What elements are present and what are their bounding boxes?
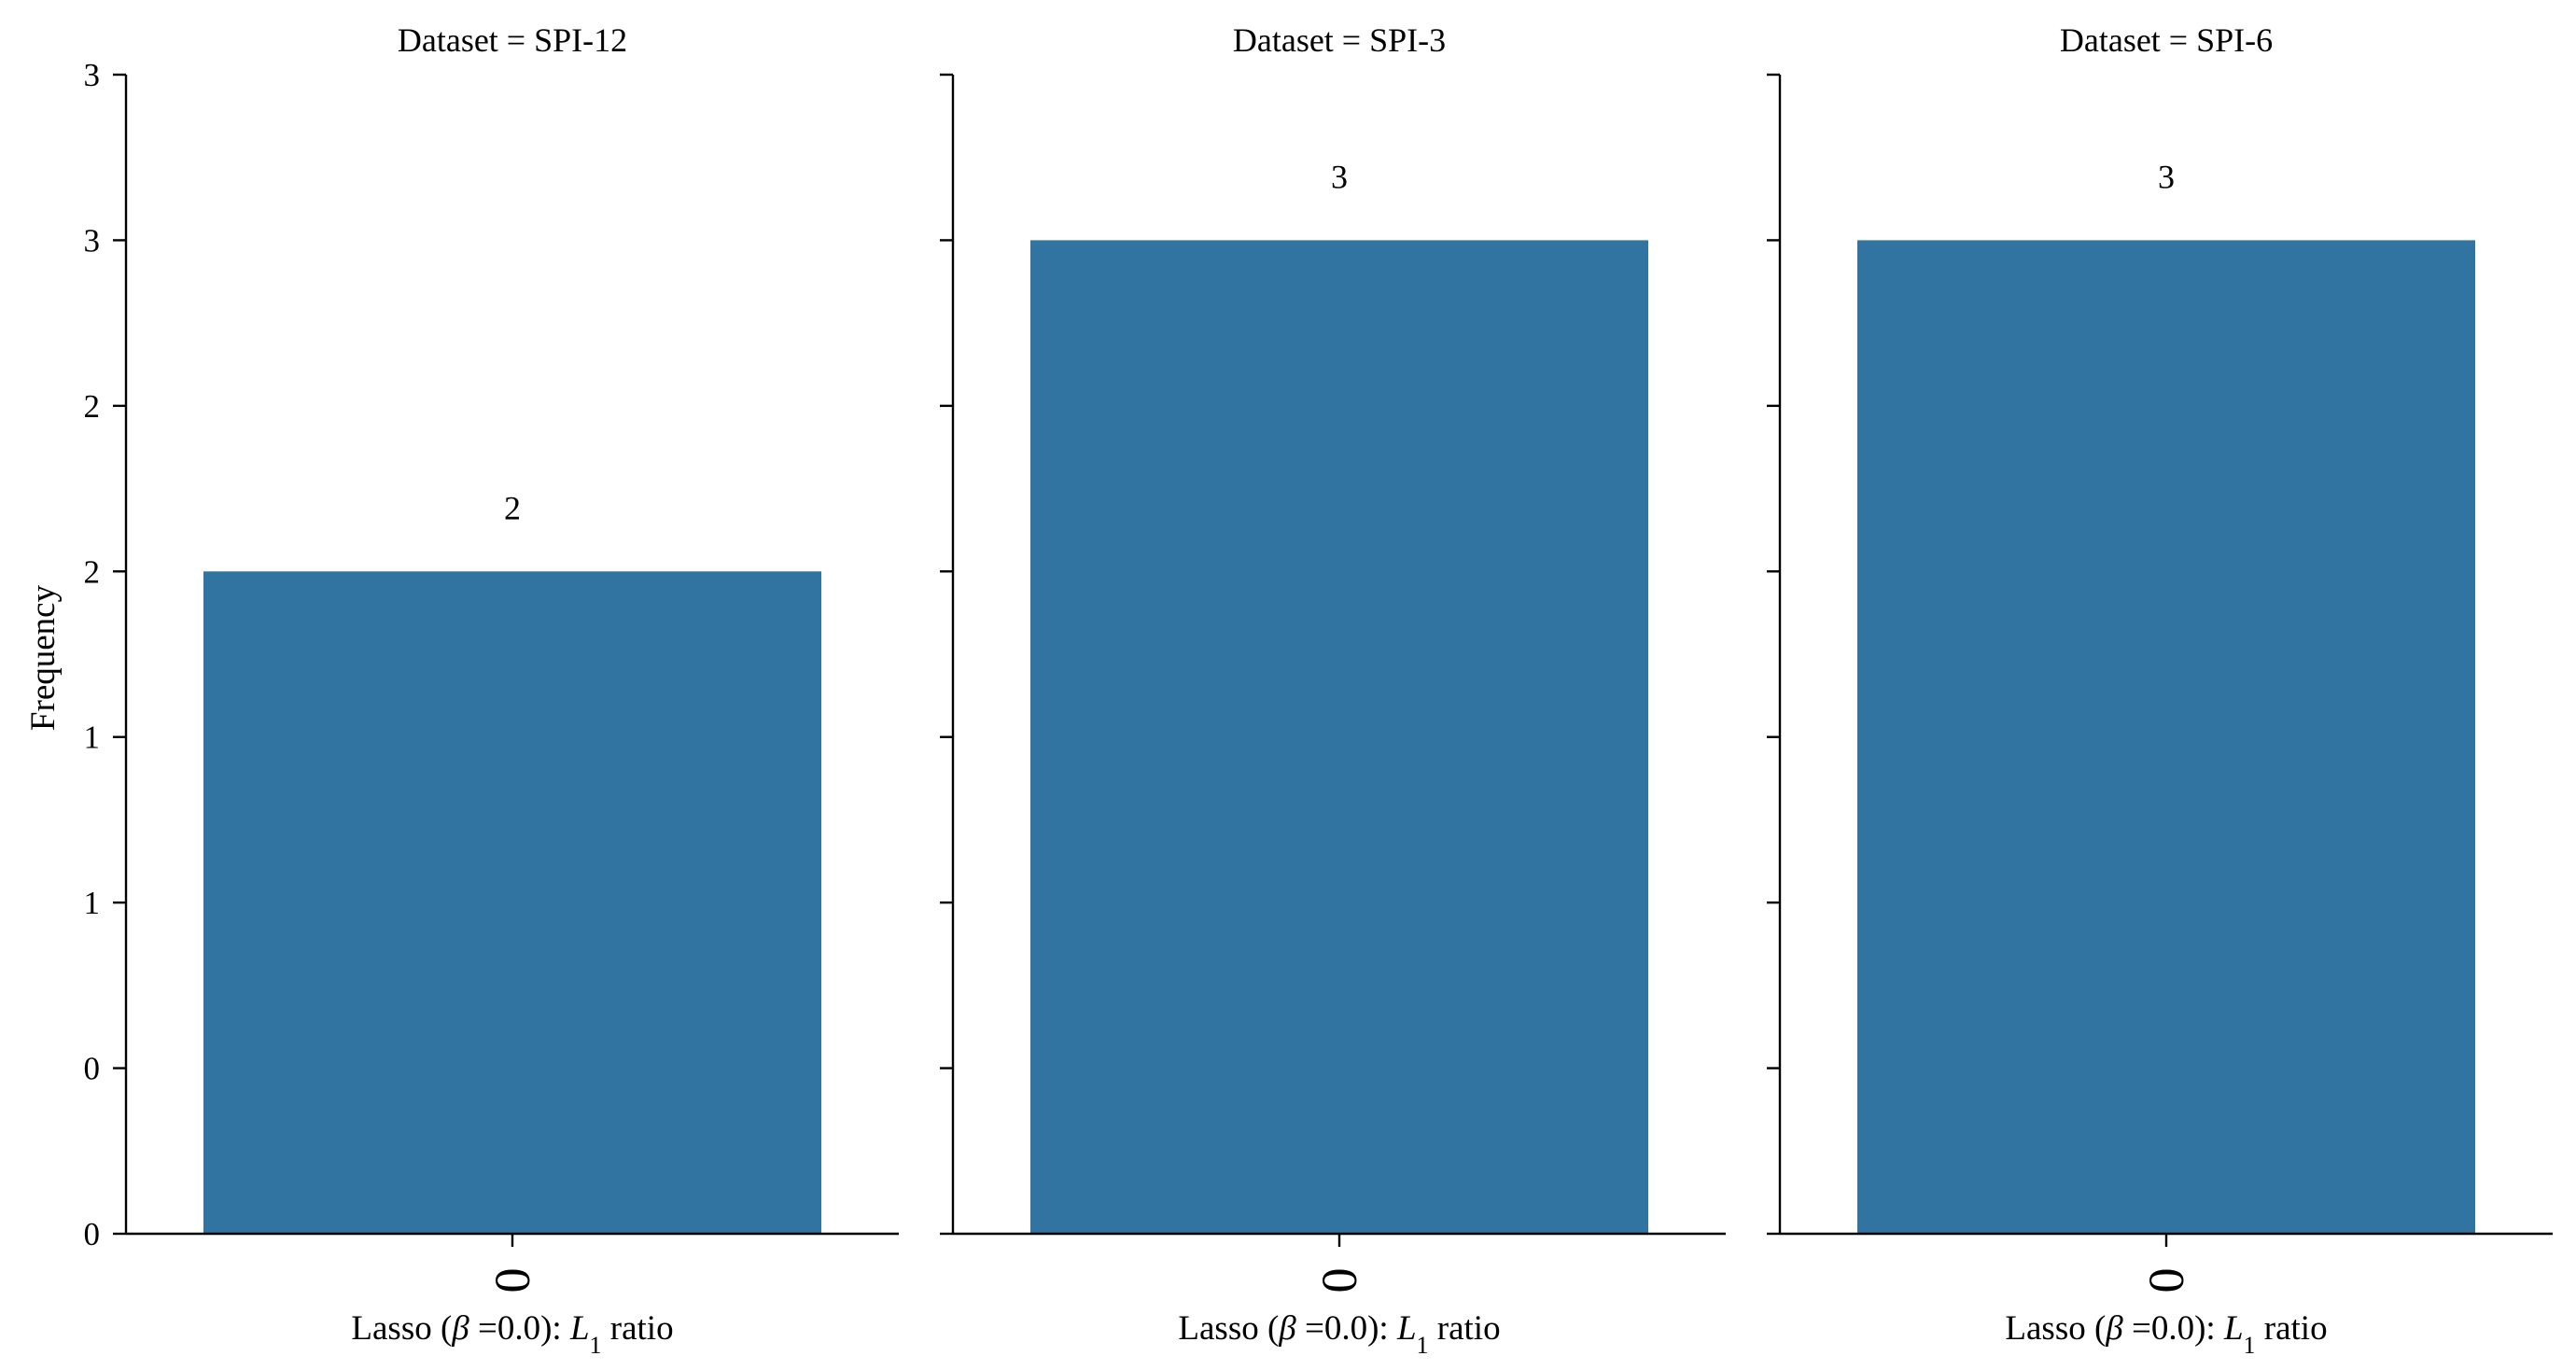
y-tick-label: 3 xyxy=(84,222,101,259)
x-tick-label: 0 xyxy=(484,1268,540,1293)
x-label-text: ratio xyxy=(2256,1309,2328,1348)
x-label-subscript: 1 xyxy=(2244,1332,2256,1359)
x-label-l: L xyxy=(1396,1309,1417,1348)
y-tick-label: 1 xyxy=(84,720,101,756)
bar xyxy=(1857,240,2475,1234)
panel-title: Dataset = SPI-6 xyxy=(2060,21,2273,59)
bar xyxy=(1030,240,1648,1234)
x-label-text: Lasso ( xyxy=(351,1309,452,1348)
y-tick-label: 2 xyxy=(84,553,101,590)
y-axis-label: Frequency xyxy=(24,584,63,731)
bar-value-label: 3 xyxy=(1331,158,1348,195)
y-tick-label: 0 xyxy=(84,1216,101,1252)
bar-value-label: 3 xyxy=(2158,158,2175,195)
x-label-l: L xyxy=(569,1309,590,1348)
x-label-beta: β xyxy=(2105,1309,2123,1348)
x-tick-label: 0 xyxy=(1311,1268,1367,1293)
x-axis-label: Lasso (β =0.0): L1 ratio xyxy=(351,1309,673,1359)
x-label-subscript: 1 xyxy=(1417,1332,1429,1359)
x-label-text: =0.0): xyxy=(2123,1309,2224,1348)
y-tick-label: 1 xyxy=(84,885,101,921)
x-label-beta: β xyxy=(451,1309,469,1348)
bar xyxy=(203,571,821,1234)
x-label-text: ratio xyxy=(602,1309,674,1348)
bar-value-label: 2 xyxy=(504,489,521,526)
x-label-l: L xyxy=(2223,1309,2244,1348)
x-label-text: =0.0): xyxy=(1296,1309,1397,1348)
x-label-text: Lasso ( xyxy=(2005,1309,2106,1348)
x-label-subscript: 1 xyxy=(590,1332,602,1359)
x-axis-label: Lasso (β =0.0): L1 ratio xyxy=(2005,1309,2327,1359)
x-label-beta: β xyxy=(1278,1309,1296,1348)
y-tick-label: 2 xyxy=(84,388,101,425)
y-tick-label: 3 xyxy=(84,57,101,93)
panel-title: Dataset = SPI-12 xyxy=(398,21,627,59)
x-tick-label: 0 xyxy=(2138,1268,2194,1293)
x-axis-label: Lasso (β =0.0): L1 ratio xyxy=(1178,1309,1500,1359)
x-label-text: =0.0): xyxy=(469,1309,570,1348)
panel-title: Dataset = SPI-3 xyxy=(1233,21,1446,59)
y-tick-label: 0 xyxy=(84,1051,101,1087)
x-label-text: ratio xyxy=(1429,1309,1501,1348)
x-label-text: Lasso ( xyxy=(1178,1309,1279,1348)
